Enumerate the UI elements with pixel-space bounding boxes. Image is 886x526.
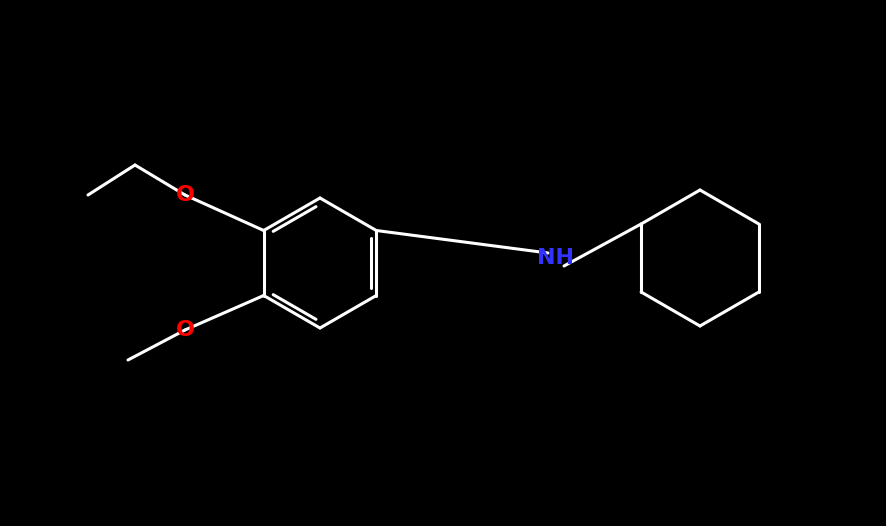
- Text: O: O: [175, 320, 194, 340]
- Text: O: O: [175, 185, 194, 205]
- Text: NH: NH: [537, 248, 574, 268]
